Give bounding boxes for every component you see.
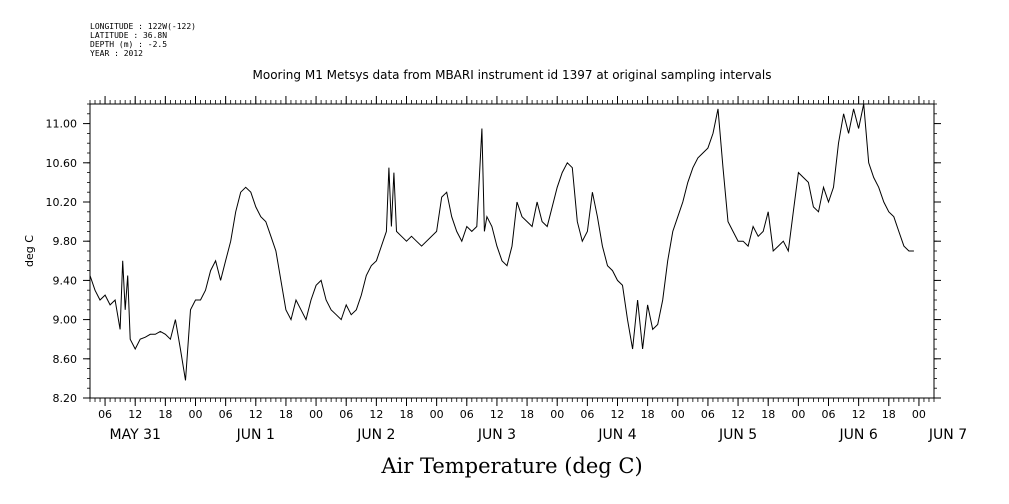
x-hour-label: 00 bbox=[189, 408, 203, 421]
y-tick-label: 9.40 bbox=[53, 274, 78, 287]
x-date-label: JUN 4 bbox=[597, 427, 636, 443]
plot-frame bbox=[89, 103, 935, 399]
y-tick-label: 11.00 bbox=[46, 118, 78, 131]
x-hour-label: 18 bbox=[882, 408, 896, 421]
x-hour-label: 00 bbox=[671, 408, 685, 421]
latitude-label: LATITUDE : 36.8N bbox=[90, 31, 168, 40]
x-hour-label: 00 bbox=[430, 408, 444, 421]
x-date-label: JUN 7 bbox=[928, 427, 967, 443]
x-hour-label: 18 bbox=[279, 408, 293, 421]
x-date-label: JUN 6 bbox=[839, 427, 878, 443]
y-tick-label: 8.60 bbox=[53, 353, 78, 366]
x-hour-label: 12 bbox=[128, 408, 142, 421]
x-hour-label: 18 bbox=[520, 408, 534, 421]
x-date-label: JUN 5 bbox=[718, 427, 757, 443]
x-hour-label: 12 bbox=[490, 408, 504, 421]
x-hour-label: 00 bbox=[550, 408, 564, 421]
x-hour-label: 00 bbox=[791, 408, 805, 421]
x-hour-label: 06 bbox=[339, 408, 353, 421]
x-hour-label: 18 bbox=[158, 408, 172, 421]
x-date-label: JUN 3 bbox=[477, 427, 516, 443]
x-hour-label: 00 bbox=[912, 408, 926, 421]
x-hour-label: 06 bbox=[219, 408, 233, 421]
x-hour-label: 12 bbox=[249, 408, 263, 421]
x-date-label: JUN 1 bbox=[236, 427, 275, 443]
y-axis-title: deg C bbox=[23, 235, 36, 267]
y-tick-label: 10.60 bbox=[46, 157, 78, 170]
x-hour-label: 18 bbox=[641, 408, 655, 421]
x-hour-label: 12 bbox=[731, 408, 745, 421]
x-hour-label: 06 bbox=[822, 408, 836, 421]
x-date-label: JUN 2 bbox=[356, 427, 395, 443]
year-label: YEAR : 2012 bbox=[90, 49, 143, 58]
x-hour-label: 06 bbox=[701, 408, 715, 421]
chart-title: Mooring M1 Metsys data from MBARI instru… bbox=[252, 68, 772, 82]
x-hour-label: 00 bbox=[309, 408, 323, 421]
x-hour-label: 12 bbox=[852, 408, 866, 421]
y-tick-label: 9.80 bbox=[53, 235, 78, 248]
depth-label: DEPTH (m) : -2.5 bbox=[90, 40, 168, 49]
x-hour-label: 12 bbox=[611, 408, 625, 421]
longitude-label: LONGITUDE : 122W(-122) bbox=[90, 22, 196, 31]
x-hour-label: 18 bbox=[761, 408, 775, 421]
temperature-series-line bbox=[89, 103, 914, 381]
y-tick-label: 10.20 bbox=[46, 196, 78, 209]
x-date-label: MAY 31 bbox=[110, 427, 161, 443]
y-tick-label: 9.00 bbox=[53, 314, 78, 327]
x-hour-label: 12 bbox=[369, 408, 383, 421]
x-hour-label: 06 bbox=[460, 408, 474, 421]
x-hour-label: 06 bbox=[98, 408, 112, 421]
x-axis-title: Air Temperature (deg C) bbox=[381, 454, 643, 478]
x-hour-label: 18 bbox=[400, 408, 414, 421]
location-metadata: LONGITUDE : 122W(-122) LATITUDE : 36.8N … bbox=[90, 22, 196, 58]
y-tick-label: 8.20 bbox=[53, 392, 78, 405]
x-hour-label: 06 bbox=[580, 408, 594, 421]
